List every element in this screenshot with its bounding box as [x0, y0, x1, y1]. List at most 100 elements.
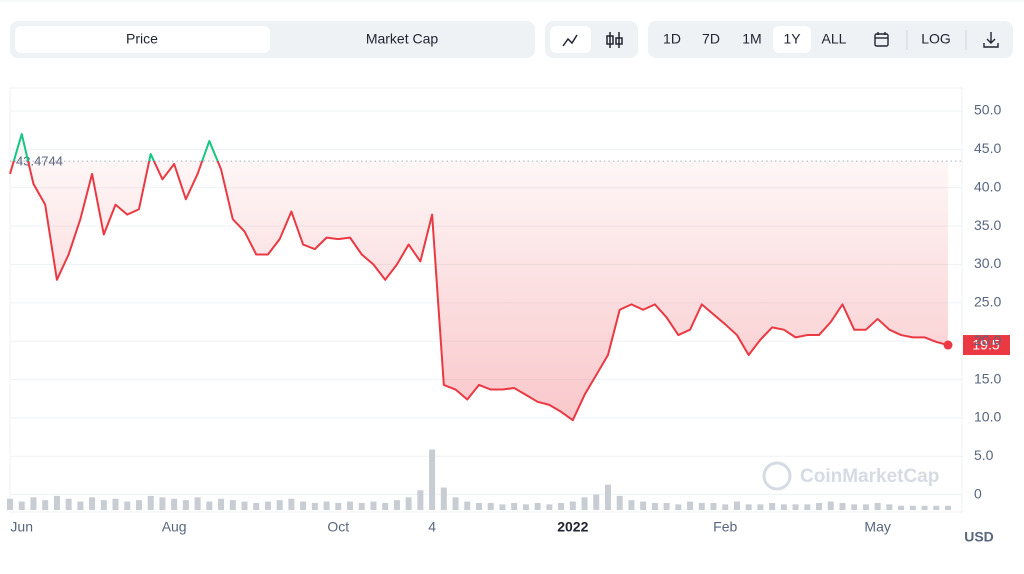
volume-bar: [733, 501, 740, 510]
volume-bar: [218, 498, 225, 510]
range-1d[interactable]: 1D: [663, 31, 681, 47]
volume-bar: [663, 502, 670, 510]
candle-icon[interactable]: [606, 32, 623, 48]
x-tick-label: 4: [428, 519, 436, 535]
volume-bar: [171, 498, 178, 510]
volume-bar: [241, 501, 248, 510]
line-type-button[interactable]: [550, 26, 591, 53]
volume-bar: [604, 484, 611, 510]
volume-bar: [370, 501, 377, 510]
volume-bar: [335, 502, 342, 510]
volume-bar: [100, 500, 107, 510]
plot-frame: [9, 87, 963, 513]
volume-bar: [18, 501, 25, 510]
volume-bar: [522, 504, 529, 510]
volume-bar: [792, 504, 799, 510]
volume-bar: [569, 501, 576, 510]
y-tick-label: 30.0: [974, 255, 1001, 271]
volume-bar: [921, 505, 928, 510]
x-tick-label: Jun: [10, 519, 33, 535]
y-tick-label: 25.0: [974, 294, 1001, 310]
volume-bar: [206, 501, 213, 510]
range-all[interactable]: ALL: [822, 31, 847, 47]
y-tick-label: 35.0: [974, 217, 1001, 233]
line-icon: [562, 34, 578, 47]
volume-bar: [159, 497, 166, 510]
range-1y[interactable]: 1Y: [783, 31, 801, 47]
calendar-icon[interactable]: [874, 32, 889, 47]
range-active[interactable]: [773, 26, 811, 53]
volume-bar: [194, 497, 201, 510]
tab-price[interactable]: Price: [126, 31, 158, 47]
watermark-text: CoinMarketCap: [800, 466, 939, 487]
volume-bar: [851, 504, 858, 510]
log-toggle[interactable]: LOG: [921, 31, 951, 47]
volume-bar: [933, 505, 940, 510]
download-icon[interactable]: [983, 32, 999, 48]
tab-active[interactable]: [15, 26, 270, 53]
volume-bar: [558, 502, 565, 510]
volume-bar: [429, 449, 436, 510]
reference-label: 43.4744: [16, 154, 63, 169]
range-1m[interactable]: 1M: [742, 31, 761, 47]
volume-bar: [30, 497, 37, 510]
volume-bar: [886, 504, 893, 510]
volume-bar: [862, 504, 869, 510]
volume-bar: [253, 502, 260, 510]
volume-bar: [42, 500, 49, 510]
volume-bar: [640, 501, 647, 510]
price-badge-label: 19.5: [972, 337, 999, 353]
volume-bar: [7, 498, 13, 510]
y-tick-label: 50.0: [974, 102, 1001, 118]
price-area: [10, 134, 948, 421]
volume-bar: [382, 502, 389, 510]
volume-bar: [393, 500, 400, 510]
volume-bar: [722, 504, 729, 510]
volume-bar: [945, 505, 951, 510]
volume-bar: [581, 497, 588, 510]
volume-bar: [53, 495, 60, 510]
volume-bar: [546, 504, 553, 510]
volume-bar: [77, 501, 84, 510]
y-tick-label: 20.0: [974, 332, 1001, 348]
volume-bar: [147, 495, 154, 510]
volume-bar: [323, 501, 330, 510]
volume-bar: [182, 500, 189, 510]
volume-bar: [311, 502, 318, 510]
volume-bars: [7, 449, 951, 510]
y-axis-unit: USD: [964, 529, 994, 545]
volume-bar: [593, 494, 600, 510]
volume-bar: [698, 502, 705, 510]
x-tick-label: May: [864, 519, 890, 535]
y-tick-label: 45.0: [974, 140, 1001, 156]
volume-bar: [288, 498, 295, 510]
volume-bar: [65, 498, 72, 510]
y-tick-label: 15.0: [974, 370, 1001, 386]
volume-bar: [628, 500, 635, 510]
y-tick-label: 40.0: [974, 178, 1001, 194]
volume-bar: [89, 497, 96, 510]
volume-bar: [816, 502, 823, 510]
volume-bar: [347, 501, 354, 510]
volume-bar: [651, 502, 658, 510]
volume-bar: [827, 501, 834, 510]
volume-bar: [769, 502, 776, 510]
volume-bar: [499, 504, 506, 510]
volume-bar: [276, 500, 283, 510]
range-7d[interactable]: 7D: [702, 31, 720, 47]
volume-bar: [452, 497, 459, 510]
tab-market-cap[interactable]: Market Cap: [366, 31, 439, 47]
volume-bar: [405, 497, 412, 510]
price-badge: [963, 335, 1010, 356]
volume-bar: [358, 502, 365, 510]
x-tick-label: Oct: [327, 519, 349, 535]
x-tick-label: Feb: [713, 519, 737, 535]
volume-bar: [440, 487, 447, 510]
volume-bar: [300, 501, 307, 510]
volume-bar: [745, 504, 752, 510]
volume-bar: [476, 502, 482, 510]
volume-bar: [909, 505, 916, 510]
volume-bar: [874, 502, 881, 510]
